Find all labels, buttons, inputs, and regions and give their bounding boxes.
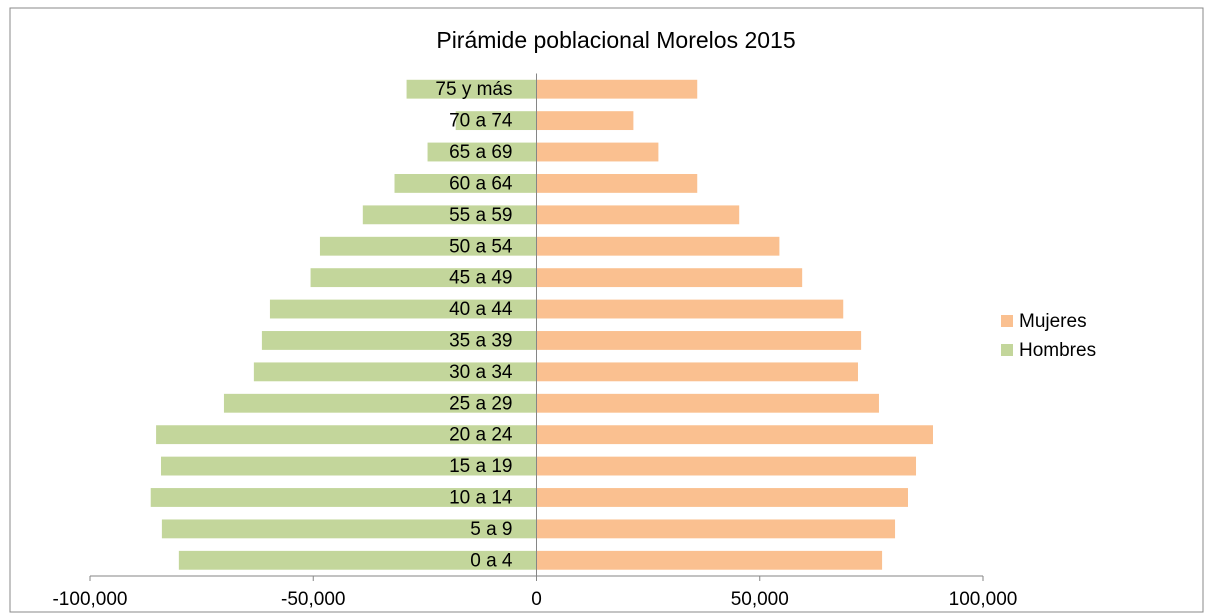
bar (536, 519, 896, 539)
bar (536, 299, 844, 319)
bar (536, 174, 698, 193)
x-tick-label: -100,000 (52, 589, 127, 610)
legend-label: Hombres (1019, 340, 1096, 361)
bar (536, 488, 908, 507)
category-label: 25 a 29 (449, 393, 512, 414)
legend-swatch (1001, 344, 1013, 356)
category-label: 55 a 59 (449, 205, 512, 226)
bar (536, 205, 740, 225)
category-label: 60 a 64 (449, 173, 513, 194)
bar (161, 519, 537, 539)
bar (536, 142, 659, 162)
x-tick-label: 50,000 (731, 589, 789, 610)
bar (269, 299, 537, 319)
legend-swatch (1001, 315, 1013, 327)
chart-title: Pirámide poblacional Morelos 2015 (436, 27, 795, 53)
category-label: 45 a 49 (449, 268, 512, 289)
bar (223, 393, 537, 413)
bar (536, 236, 780, 256)
bar (150, 488, 537, 507)
bar (536, 550, 883, 570)
category-label: 15 a 19 (449, 456, 512, 477)
bar (406, 79, 537, 99)
bar (536, 456, 917, 476)
bar (310, 268, 537, 288)
bar (536, 268, 803, 288)
bar (394, 174, 537, 193)
category-label: 65 a 69 (449, 142, 512, 163)
x-tick-label: 0 (531, 589, 542, 610)
category-label: 40 a 44 (449, 299, 513, 320)
category-label: 0 a 4 (470, 550, 513, 571)
bar (536, 331, 862, 350)
category-label: 75 y más (435, 79, 512, 100)
category-label: 70 a 74 (449, 111, 513, 132)
x-tick-label: -50,000 (281, 589, 345, 610)
bar (536, 393, 879, 413)
category-label: 20 a 24 (449, 425, 513, 446)
bar (319, 236, 537, 256)
bar (160, 456, 537, 476)
category-label: 35 a 39 (449, 330, 512, 351)
category-label: 50 a 54 (449, 236, 513, 257)
bar (536, 111, 634, 131)
bar (455, 111, 537, 131)
bar (362, 205, 537, 225)
x-tick-label: 100,000 (949, 589, 1018, 610)
bar (156, 425, 537, 445)
category-label: 30 a 34 (449, 362, 513, 383)
bar (536, 362, 858, 382)
legend-label: Mujeres (1019, 311, 1087, 332)
category-label: 5 a 9 (470, 519, 512, 540)
bar (261, 331, 537, 350)
category-label: 10 a 14 (449, 488, 513, 509)
bar (536, 79, 698, 99)
bar (178, 550, 537, 570)
bar (427, 142, 537, 162)
bar (536, 425, 933, 445)
bar (253, 362, 537, 382)
